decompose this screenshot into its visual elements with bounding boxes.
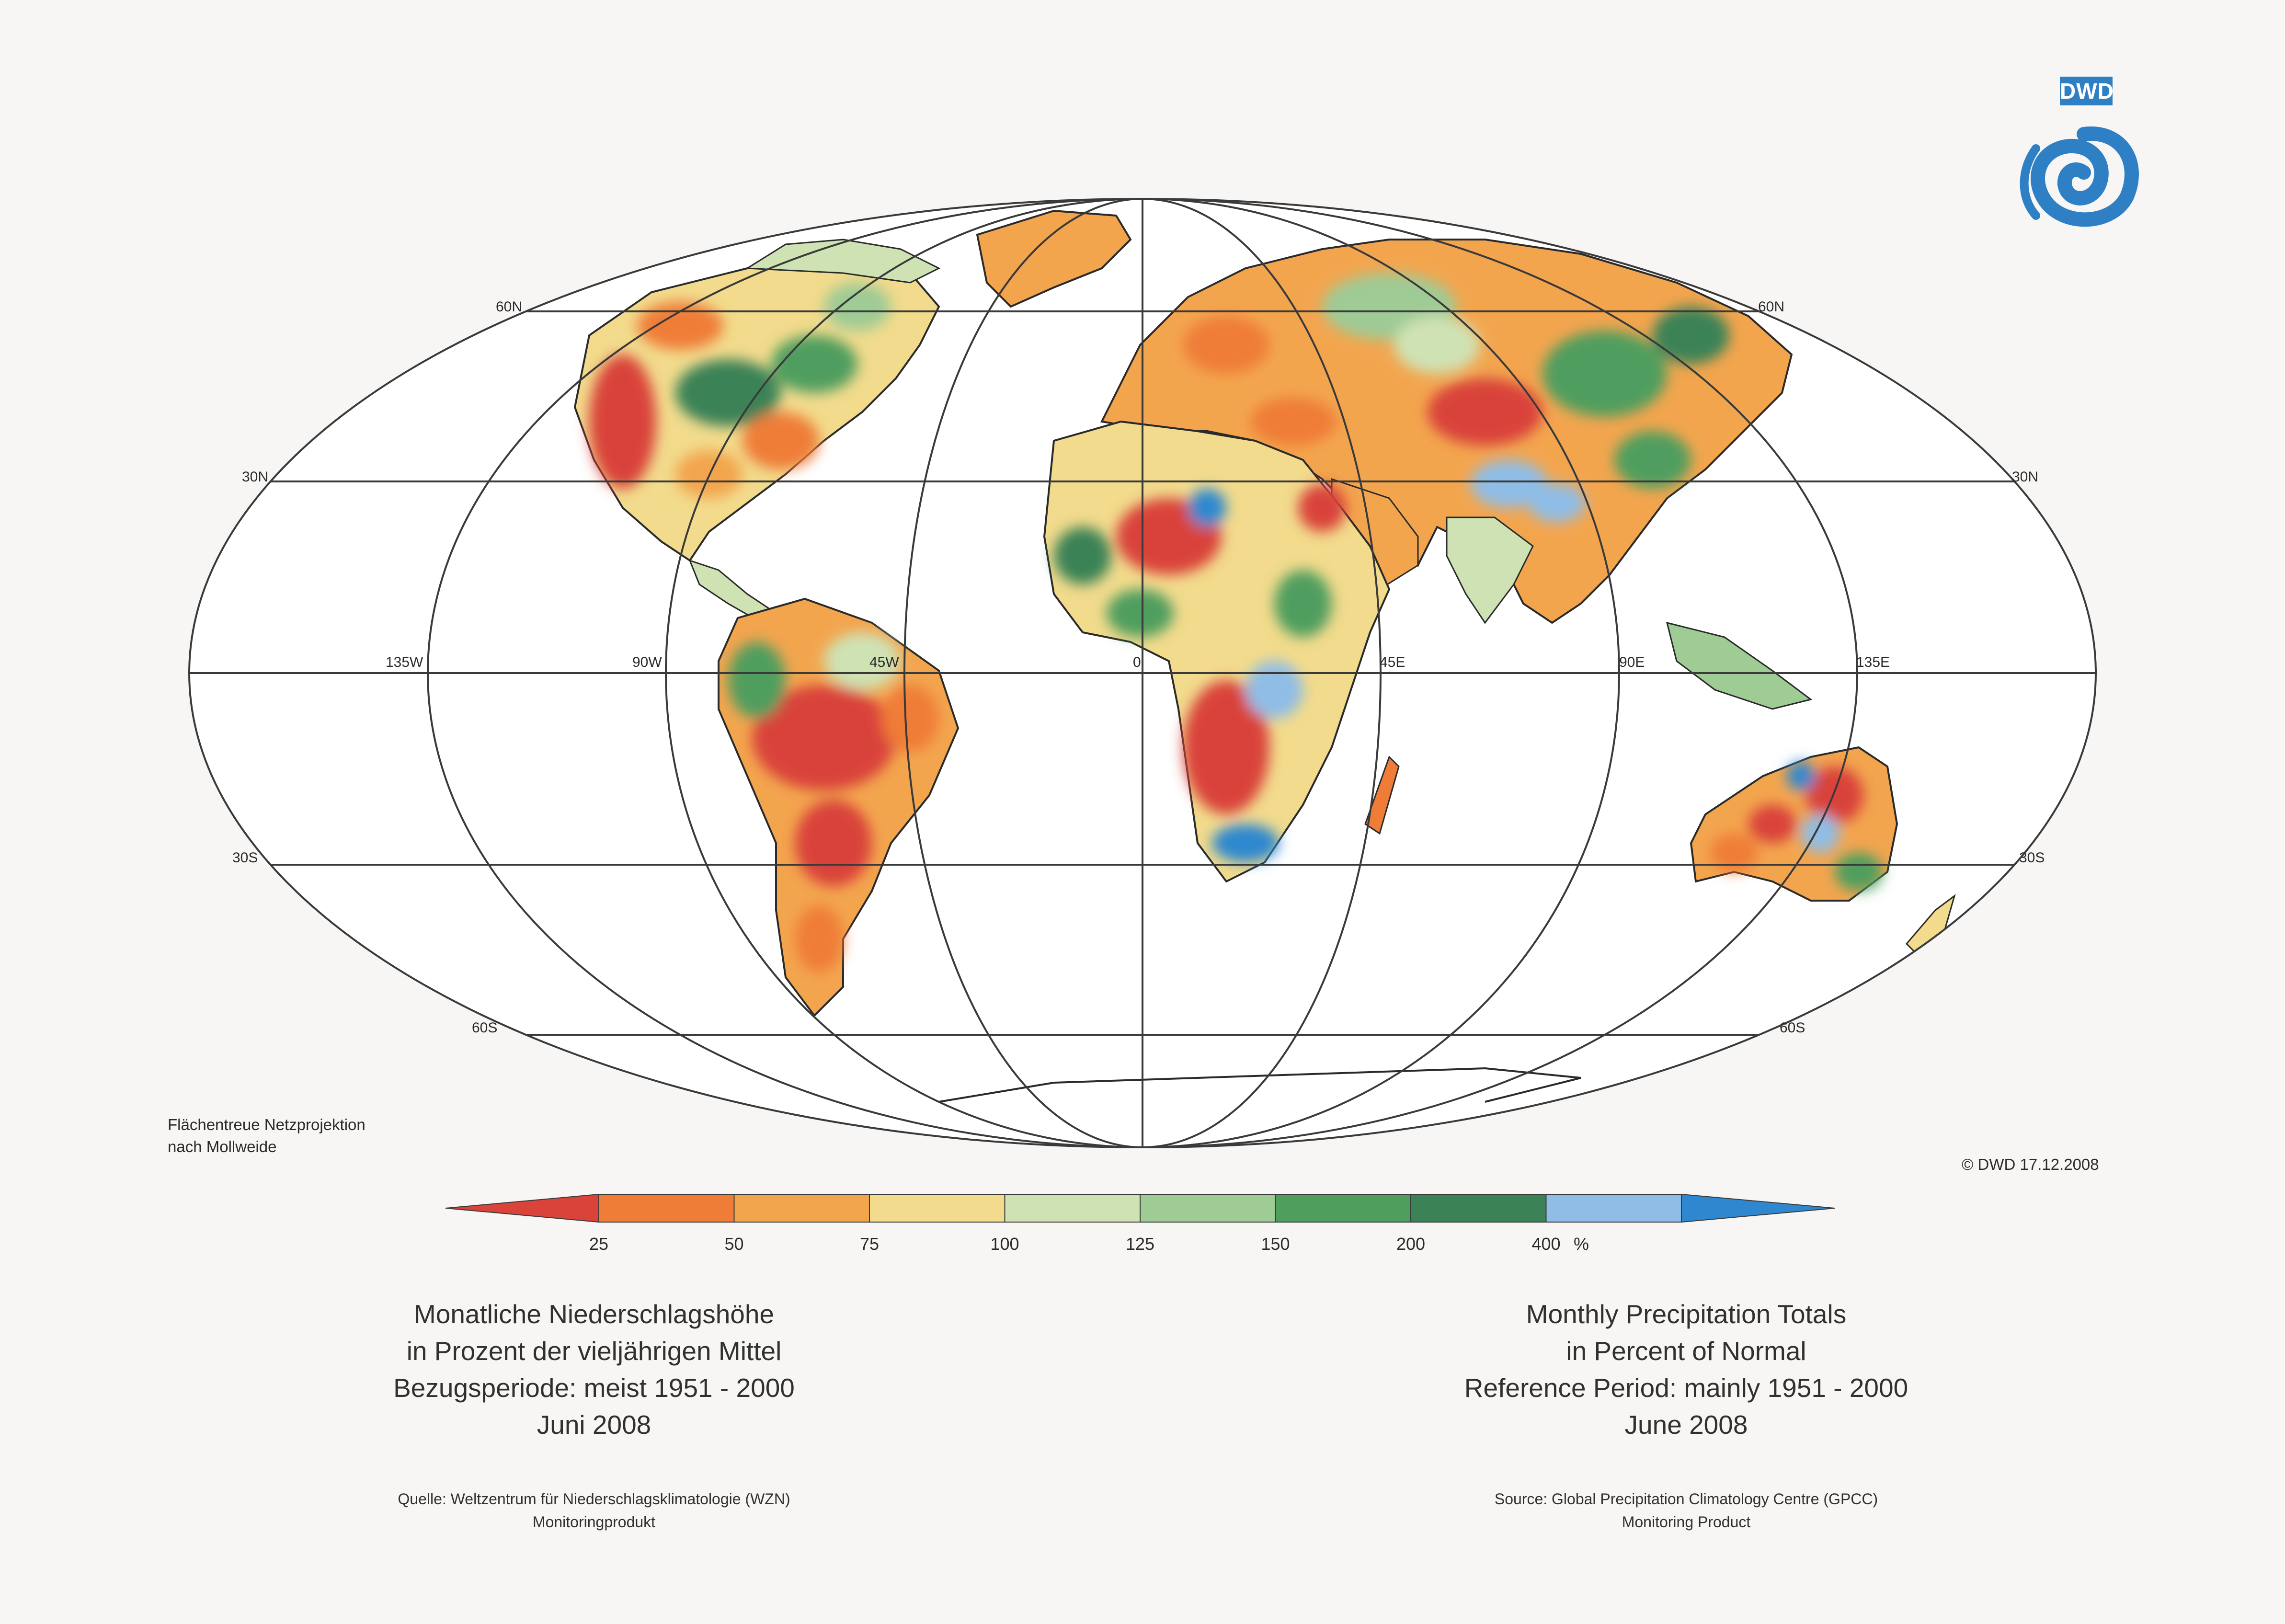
legend-tick-label: 75 [860, 1234, 879, 1254]
spiral-icon [2020, 126, 2139, 227]
caption-line: in Prozent der vieljährigen Mittel [406, 1336, 782, 1366]
projection-note-line: nach Mollweide [168, 1138, 277, 1155]
legend-bin [1275, 1194, 1411, 1223]
lon-label: 0 [1133, 654, 1141, 670]
lat-label: 30S [232, 850, 258, 866]
lat-label: 60N [496, 299, 522, 315]
source-german: Quelle: Weltzentrum für Niederschlagskli… [283, 1487, 905, 1533]
lon-label: 135W [386, 654, 423, 670]
africa [1043, 420, 1391, 883]
projection-note: Flächentreue Netzprojektion nach Mollwei… [168, 1114, 366, 1158]
precipitation-map: 60N 30N 30S 60S 60N 30N 30S 60S 135W 90W… [188, 198, 2097, 1148]
caption-line: in Percent of Normal [1566, 1336, 1806, 1366]
projection-note-line: Flächentreue Netzprojektion [168, 1116, 366, 1133]
madagascar [1364, 755, 1400, 835]
legend-tick-label: 50 [724, 1234, 743, 1254]
legend-tick-label: 150 [1261, 1234, 1290, 1254]
source-english: Source: Global Precipitation Climatology… [1375, 1487, 1998, 1533]
color-legend: 25 50 75 100 125 150 200 400% [445, 1193, 1835, 1254]
legend-bin [445, 1193, 599, 1223]
legend-bin [869, 1194, 1005, 1223]
legend-bin [1140, 1194, 1276, 1223]
lat-label: 30S [2019, 850, 2045, 866]
legend-bin [1004, 1194, 1141, 1223]
antarctica [938, 1067, 1581, 1103]
southeast-asia [1666, 621, 1813, 710]
legend-bins [445, 1193, 1835, 1223]
caption-german: Monatliche Niederschlagshöhe in Prozent … [283, 1296, 905, 1443]
source-line: Source: Global Precipitation Climatology… [1494, 1490, 1878, 1508]
dwd-logo-text: DWD [2060, 77, 2114, 105]
legend-tick-label: 25 [589, 1234, 608, 1254]
source-line: Monitoring Product [1622, 1513, 1751, 1531]
lat-label: 60S [472, 1020, 497, 1036]
greenland [976, 209, 1132, 308]
india [1446, 516, 1534, 624]
legend-bin [598, 1194, 735, 1223]
lon-label: 45W [869, 654, 899, 670]
latitude-labels: 60N 30N 30S 60S 60N 30N 30S 60S [232, 299, 2045, 1036]
eurasia [1100, 239, 1793, 624]
legend-ticks: 25 50 75 100 125 150 200 400% [589, 1234, 1589, 1254]
caption-line: Juni 2008 [537, 1410, 651, 1440]
caption-line: Reference Period: mainly 1951 - 2000 [1464, 1373, 1908, 1403]
caption-english: Monthly Precipitation Totals in Percent … [1375, 1296, 1998, 1443]
caption-line: Monthly Precipitation Totals [1526, 1299, 1847, 1329]
copyright: © DWD 17.12.2008 [1962, 1155, 2099, 1173]
lat-label: 30N [242, 469, 268, 485]
source-line: Quelle: Weltzentrum für Niederschlagskli… [398, 1490, 790, 1508]
lat-label: 30N [2012, 469, 2038, 485]
legend-unit: % [1574, 1234, 1589, 1254]
australia [1690, 746, 1898, 902]
legend-tick-label: 125 [1126, 1234, 1154, 1254]
legend-bin [733, 1194, 870, 1223]
lon-label: 45E [1380, 654, 1405, 670]
lon-label: 135E [1856, 654, 1890, 670]
source-line: Monitoringprodukt [532, 1513, 656, 1531]
caption-line: Bezugsperiode: meist 1951 - 2000 [393, 1373, 795, 1403]
lat-label: 60N [1758, 299, 1784, 315]
legend-bin [1545, 1194, 1682, 1223]
longitude-labels: 135W 90W 45W 0 45E 90E 135E [386, 654, 1890, 670]
south-america [718, 597, 960, 1018]
lon-label: 90W [632, 654, 662, 670]
legend-tick-label: 400 [1531, 1234, 1560, 1254]
legend-tick-label: 100 [990, 1234, 1019, 1254]
caption-line: June 2008 [1624, 1410, 1748, 1440]
legend-bin [1681, 1193, 1835, 1223]
continents [573, 209, 1956, 1103]
north-america [573, 239, 941, 562]
lat-label: 60S [1780, 1020, 1805, 1036]
caption-line: Monatliche Niederschlagshöhe [413, 1299, 775, 1329]
legend-tick-label: 200 [1396, 1234, 1425, 1254]
globe-outline [188, 198, 2097, 1148]
legend-bin [1410, 1194, 1547, 1223]
dwd-logo: DWD [2012, 77, 2151, 235]
lon-label: 90E [1619, 654, 1645, 670]
